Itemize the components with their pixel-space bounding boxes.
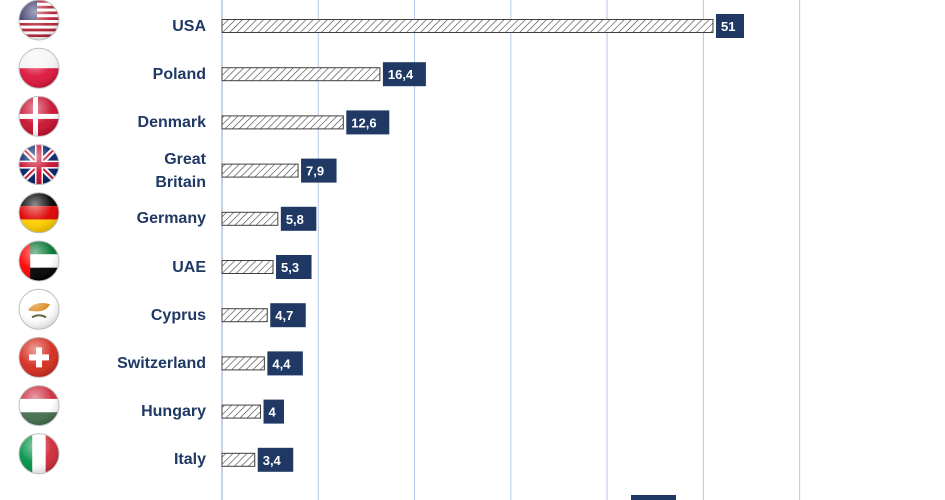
bar xyxy=(221,163,299,178)
value-label-box xyxy=(263,399,285,424)
hungary-flag-icon xyxy=(18,385,60,427)
bar xyxy=(221,115,344,130)
value-label-box xyxy=(257,447,294,472)
value-label-box xyxy=(631,495,676,500)
decor xyxy=(631,495,676,500)
value-label: 12,6 xyxy=(351,115,376,130)
bar xyxy=(221,356,265,371)
bar xyxy=(221,404,262,419)
bar xyxy=(221,452,256,467)
value-label-box xyxy=(276,255,312,279)
category-label: Poland xyxy=(16,63,206,86)
poland-flag-icon xyxy=(18,47,60,89)
bars: 51 16,4 12,6 7,9 5,8 5,3 4,7 4,4 4 3,4 xyxy=(221,14,744,472)
category-label-line: Britain xyxy=(155,173,206,191)
value-label-box xyxy=(301,158,337,183)
germany-flag-icon xyxy=(18,192,60,234)
category-label-line: Great xyxy=(164,150,206,168)
italy-flag-icon xyxy=(18,433,60,475)
category-label-line: USA xyxy=(172,17,206,35)
value-label-box xyxy=(346,110,390,135)
value-label: 16,4 xyxy=(388,67,414,82)
switzerland-flag-icon xyxy=(18,336,60,378)
value-label-box xyxy=(280,206,317,231)
value-label: 7,9 xyxy=(306,164,324,179)
value-label-box xyxy=(270,303,306,328)
uae-flag-icon xyxy=(18,240,60,282)
value-label: 4 xyxy=(269,405,277,420)
category-label: Cyprus xyxy=(16,304,206,327)
flags xyxy=(18,0,60,475)
category-label: Great Britain xyxy=(16,148,206,194)
value-label: 4,7 xyxy=(275,308,293,323)
category-label-line: Italy xyxy=(173,451,206,469)
value-label: 3,4 xyxy=(263,453,282,468)
category-label: UAE xyxy=(16,256,206,279)
category-label: Denmark xyxy=(16,111,206,134)
value-label: 51 xyxy=(721,19,735,34)
value-label: 4,4 xyxy=(272,356,291,371)
value-label-box xyxy=(267,351,303,376)
category-label: Hungary xyxy=(16,400,206,423)
bar xyxy=(221,19,714,33)
denmark-flag-icon xyxy=(18,95,60,137)
bar xyxy=(221,260,274,274)
value-label: 5,8 xyxy=(286,212,304,227)
category-label: Italy xyxy=(16,448,206,471)
value-label: 5,3 xyxy=(281,260,299,275)
category-label-line: Poland xyxy=(152,65,206,83)
great-britain-flag-icon xyxy=(18,144,60,186)
category-label-line: Switzerland xyxy=(117,354,206,372)
cyprus-flag-icon xyxy=(18,288,60,330)
bar xyxy=(221,308,268,323)
value-label-box xyxy=(382,62,426,87)
bar xyxy=(221,67,381,82)
bar xyxy=(221,211,279,226)
category-label-line: Germany xyxy=(136,210,206,228)
category-label-line: Denmark xyxy=(137,113,206,131)
category-label-line: Hungary xyxy=(141,403,206,421)
category-label: USA xyxy=(16,15,206,38)
category-label-line: Cyprus xyxy=(150,306,206,324)
category-label: Switzerland xyxy=(16,352,206,375)
category-label: Germany xyxy=(16,207,206,230)
category-label-line: UAE xyxy=(172,258,206,276)
value-label-box xyxy=(716,14,744,38)
